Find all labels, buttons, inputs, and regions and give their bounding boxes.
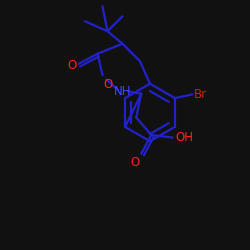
- Text: OH: OH: [175, 131, 193, 144]
- Text: O: O: [104, 78, 113, 90]
- Text: Br: Br: [194, 88, 207, 101]
- Text: O: O: [67, 58, 76, 71]
- Text: O: O: [131, 156, 140, 169]
- Text: NH: NH: [114, 85, 131, 98]
